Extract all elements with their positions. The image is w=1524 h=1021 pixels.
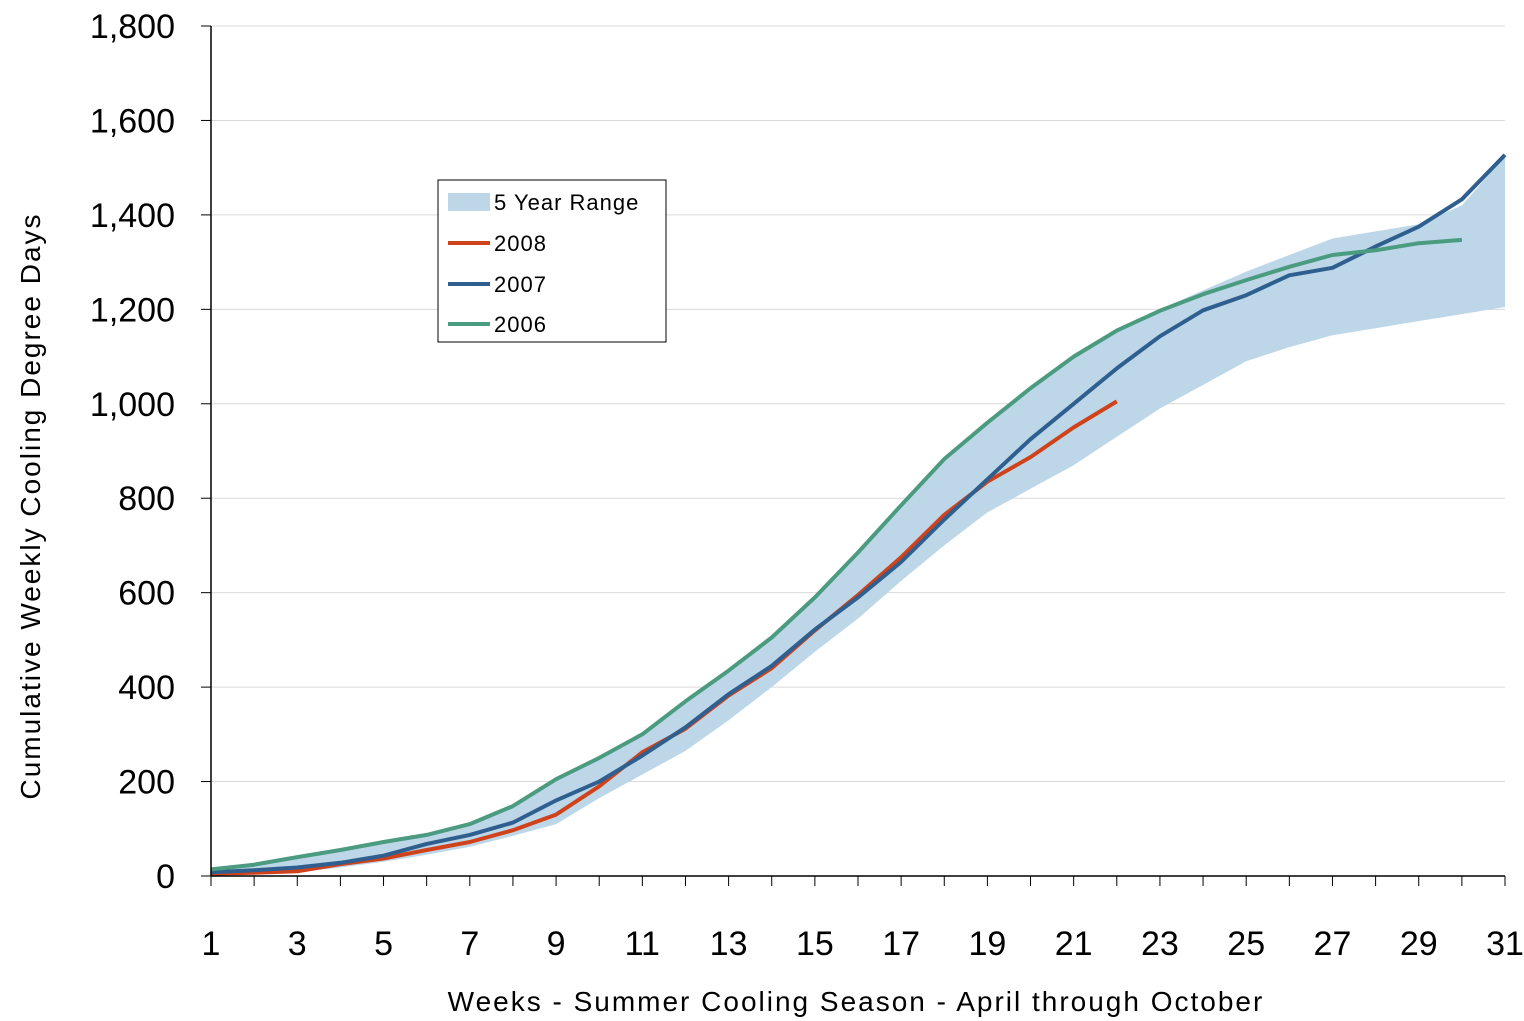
x-tick-label-9: 9 (547, 925, 566, 963)
y-axis-ticks: 0 200 400 600 800 1,000 1,200 1,400 1,600 1,800 (90, 8, 211, 896)
x-tick-label-29: 29 (1400, 925, 1438, 963)
x-tick-label-13: 13 (710, 925, 748, 963)
x-tick-label-27: 27 (1314, 925, 1352, 963)
gridlines (211, 25, 1505, 783)
x-axis-title: Weeks - Summer Cooling Season - April th… (448, 986, 1265, 1017)
legend-label-2008: 2008 (494, 231, 547, 256)
series-line-2006 (210, 237, 1463, 872)
x-axis-ticks: 1 3 5 7 9 11 13 15 17 19 21 23 25 27 29 31 (202, 876, 1524, 963)
legend-swatch-range (448, 193, 490, 211)
legend-label-2006: 2006 (494, 312, 547, 337)
x-tick-label-11: 11 (625, 925, 660, 963)
x-tick-label-7: 7 (460, 925, 479, 963)
x-tick-label-21: 21 (1055, 925, 1093, 963)
legend-label-2007: 2007 (494, 272, 547, 297)
series-lines (210, 153, 1507, 876)
x-tick-label-19: 19 (968, 925, 1006, 963)
axes (210, 26, 1505, 877)
legend: 5 Year Range 2008 2007 2006 (437, 179, 667, 343)
legend-label-range: 5 Year Range (494, 190, 639, 215)
y-tick-label-1400: 1,400 (90, 197, 175, 235)
x-tick-label-5: 5 (374, 925, 393, 963)
series-line-2007 (210, 153, 1507, 875)
x-tick-label-3: 3 (288, 925, 307, 963)
y-axis-title: Cumulative Weekly Cooling Degree Days (15, 212, 46, 799)
y-tick-label-800: 800 (118, 480, 175, 518)
y-tick-label-400: 400 (118, 669, 175, 707)
five-year-range-band (211, 155, 1505, 875)
x-tick-label-1: 1 (202, 925, 221, 963)
y-tick-label-1000: 1,000 (90, 386, 175, 424)
y-tick-label-600: 600 (118, 575, 175, 613)
x-tick-label-15: 15 (796, 925, 834, 963)
x-tick-label-17: 17 (882, 925, 920, 963)
y-tick-label-1800: 1,800 (90, 8, 175, 46)
x-tick-label-25: 25 (1227, 925, 1265, 963)
y-tick-label-200: 200 (118, 764, 175, 802)
x-tick-label-23: 23 (1141, 925, 1179, 963)
y-tick-label-1600: 1,600 (90, 102, 175, 140)
x-tick-label-31: 31 (1486, 925, 1524, 963)
y-tick-label-1200: 1,200 (90, 291, 175, 329)
y-tick-label-0: 0 (156, 858, 175, 896)
